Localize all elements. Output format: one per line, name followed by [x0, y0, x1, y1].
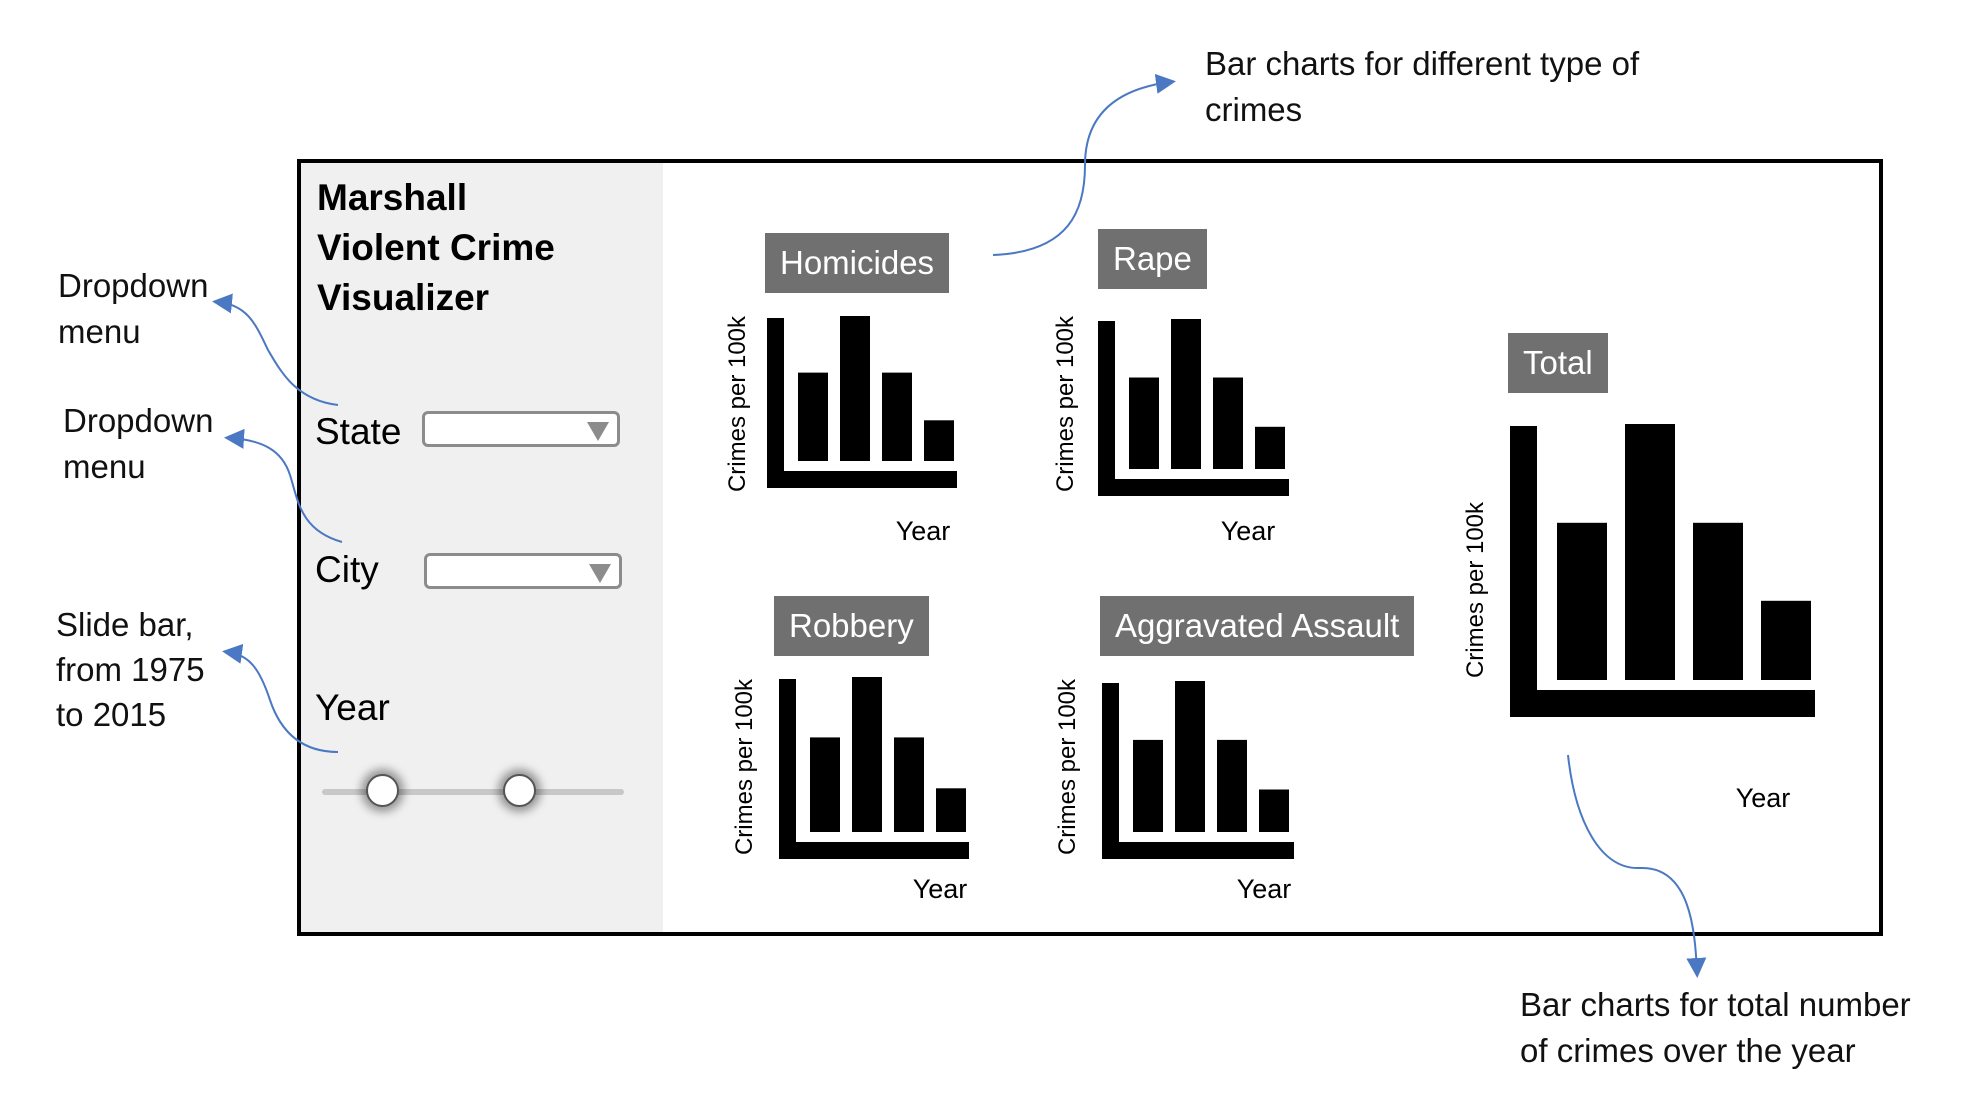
robbery-bar-1	[810, 737, 840, 832]
robbery-bar-2	[852, 677, 882, 832]
annotation-type-charts: Bar charts for different type of crimes	[1205, 45, 1640, 128]
app-title-line-3: Visualizer	[317, 277, 490, 318]
chevron-down-icon	[587, 422, 609, 441]
robbery-x-axis	[779, 842, 969, 859]
year-slider-end-handle[interactable]	[503, 774, 536, 807]
annotation-city-dropdown: Dropdown menu	[63, 402, 214, 485]
robbery-y-axis	[779, 679, 796, 859]
sidebar: Marshall Violent Crime Visualizer State …	[301, 163, 663, 932]
chart-title-robbery: Robbery	[774, 596, 929, 656]
total-x-axis-label: Year	[1736, 783, 1791, 813]
app-title-line-2: Violent Crime	[317, 227, 555, 268]
rape-y-axis	[1098, 321, 1115, 496]
rape-bar-2	[1171, 319, 1201, 469]
chart-title-aggravated-assault: Aggravated Assault	[1100, 596, 1415, 656]
annotation-slider: Slide bar, from 1975 to 2015	[56, 606, 205, 733]
annotation-total-chart: Bar charts for total number of crimes ov…	[1520, 986, 1911, 1069]
homicides-bar-1	[798, 372, 828, 461]
chevron-down-icon	[589, 564, 611, 583]
year-slider-start-handle[interactable]	[366, 774, 399, 807]
homicides-x-axis	[767, 471, 957, 488]
homicides-x-axis-label: Year	[896, 516, 951, 546]
homicides-y-axis-label: Crimes per 100k	[724, 315, 751, 492]
aggravated-assault-bar-1	[1133, 739, 1163, 832]
total-bar-1	[1557, 522, 1607, 680]
rape-x-axis-label: Year	[1221, 516, 1276, 546]
annotation-state-dropdown: Dropdown menu	[58, 267, 209, 350]
chart-title-total: Total	[1508, 333, 1608, 393]
homicides-bar-3	[882, 372, 912, 461]
aggravated-assault-y-axis-label: Crimes per 100k	[1054, 678, 1081, 855]
robbery-bar-3	[894, 737, 924, 832]
aggravated-assault-bar-4	[1259, 789, 1289, 832]
aggravated-assault-bar-3	[1217, 739, 1247, 832]
robbery-x-axis-label: Year	[913, 874, 968, 904]
total-x-axis	[1510, 690, 1815, 717]
rape-bar-1	[1129, 377, 1159, 469]
robbery-bar-4	[936, 788, 966, 832]
aggravated-assault-y-axis	[1102, 683, 1119, 859]
app-title-line-1: Marshall	[317, 177, 468, 218]
homicides-bar-2	[840, 316, 870, 461]
chart-title-homicides: Homicides	[765, 233, 950, 293]
app-mockup-frame: Marshall Violent Crime Visualizer State …	[297, 159, 1883, 936]
year-slider-track[interactable]	[322, 789, 624, 795]
aggravated-assault-bar-2	[1175, 681, 1205, 832]
rape-bar-3	[1213, 377, 1243, 469]
total-bar-2	[1625, 424, 1675, 680]
total-y-axis	[1510, 426, 1537, 717]
total-y-axis-label: Crimes per 100k	[1462, 501, 1489, 678]
rape-y-axis-label: Crimes per 100k	[1052, 315, 1079, 492]
state-dropdown[interactable]	[422, 411, 620, 447]
homicides-bar-4	[924, 420, 954, 461]
robbery-y-axis-label: Crimes per 100k	[731, 678, 758, 855]
rape-bar-4	[1255, 426, 1285, 469]
aggravated-assault-x-axis-label: Year	[1237, 874, 1292, 904]
city-label: City	[315, 549, 379, 590]
total-bar-4	[1761, 600, 1811, 680]
city-dropdown[interactable]	[424, 553, 622, 589]
aggravated-assault-x-axis	[1102, 842, 1294, 859]
total-bar-3	[1693, 522, 1743, 680]
rape-x-axis	[1098, 479, 1289, 496]
app-title: Marshall Violent Crime Visualizer	[317, 173, 647, 323]
homicides-y-axis	[767, 318, 784, 488]
